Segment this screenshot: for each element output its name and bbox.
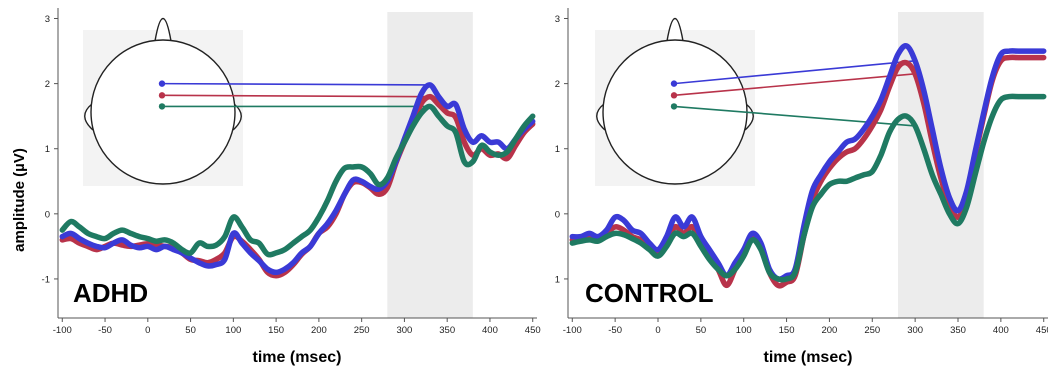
electrode-red	[158, 92, 166, 99]
connector-blue	[673, 60, 916, 85]
panel-adhd: -1 0 1 2 3 -100 -50 0 50 100 150 200 250 300 350 400 450…	[42, 8, 541, 366]
waveform-lines	[59, 82, 536, 279]
electrode-blue	[158, 80, 166, 87]
panel-label: ADHD	[73, 278, 148, 308]
x-tick-label: 350	[439, 325, 455, 336]
x-tick-label: 450	[525, 325, 541, 336]
y-tick-label: 1	[555, 144, 560, 155]
axes	[54, 8, 537, 322]
x-axis-label: time (msec)	[764, 349, 853, 366]
x-tick-label: -50	[98, 325, 112, 336]
y-tick-label: 1	[45, 144, 50, 155]
x-tick-label: 200	[821, 325, 837, 336]
x-tick-label: 0	[655, 325, 660, 336]
x-axis-label: time (msec)	[253, 349, 342, 366]
y-tick-label: 3	[45, 14, 50, 25]
y-tick-label: 1	[555, 274, 560, 285]
x-tick-label: 50	[696, 325, 707, 336]
x-tick-label: 150	[268, 325, 284, 336]
x-tick-label: 50	[185, 325, 196, 336]
x-tick-label: 250	[354, 325, 370, 336]
x-tick-label: -50	[608, 325, 622, 336]
waveform-lines	[569, 43, 1047, 289]
x-tick-label: 400	[993, 325, 1009, 336]
tick-labels: 1 0 1 2 3 -100 -50 0 50 100 150 200 250 300 350 400 450	[555, 14, 1048, 336]
axes	[564, 8, 1048, 322]
x-tick-label: 100	[736, 325, 752, 336]
x-tick-label: 250	[864, 325, 880, 336]
electrode-blue	[670, 80, 678, 87]
series-line-green	[569, 93, 1047, 283]
panel-control: 10123-100-50050100150200250300350400450 …	[555, 8, 1048, 366]
panel-label: CONTROL	[585, 278, 714, 308]
y-tick-label: 0	[45, 209, 50, 220]
electrode-green	[670, 103, 678, 110]
shaded-time-window	[387, 12, 473, 318]
shaded-window	[387, 12, 473, 318]
y-tick-label: 0	[555, 209, 560, 220]
series-line-green	[59, 103, 536, 258]
head-outline	[602, 39, 748, 185]
tick-labels: -1 0 1 2 3 -100 -50 0 50 100 150 200 250 300 350 400 450	[42, 14, 541, 336]
x-tick-label: 450	[1036, 325, 1048, 336]
electrode-green	[158, 103, 166, 110]
x-tick-label: 100	[225, 325, 241, 336]
x-tick-label: -100	[563, 325, 582, 336]
y-tick-label: 2	[555, 79, 560, 90]
x-tick-label: 0	[145, 325, 150, 336]
head-nose	[154, 18, 172, 42]
electrode-red	[670, 92, 678, 99]
y-axis-label: amplitude (µV)	[11, 148, 28, 252]
x-tick-label: 300	[907, 325, 923, 336]
series-line-blue	[59, 82, 536, 276]
head-nose	[666, 18, 684, 42]
x-tick-label: 400	[482, 325, 498, 336]
y-tick-label: 2	[45, 79, 50, 90]
connector-blue	[161, 82, 431, 86]
x-tick-label: 200	[311, 325, 327, 336]
connector-red	[673, 73, 916, 97]
y-tick-label: 3	[555, 14, 560, 25]
x-tick-label: 350	[950, 325, 966, 336]
electrode-connectors	[158, 80, 431, 110]
y-tick-label: -1	[42, 274, 50, 285]
connector-red	[161, 94, 431, 98]
x-tick-label: 150	[779, 325, 795, 336]
x-tick-label: 300	[396, 325, 412, 336]
head-diagram	[595, 18, 755, 186]
head-diagram	[83, 18, 243, 186]
series-line-blue	[569, 43, 1047, 282]
head-outline	[90, 39, 236, 185]
x-tick-label: -100	[53, 325, 72, 336]
